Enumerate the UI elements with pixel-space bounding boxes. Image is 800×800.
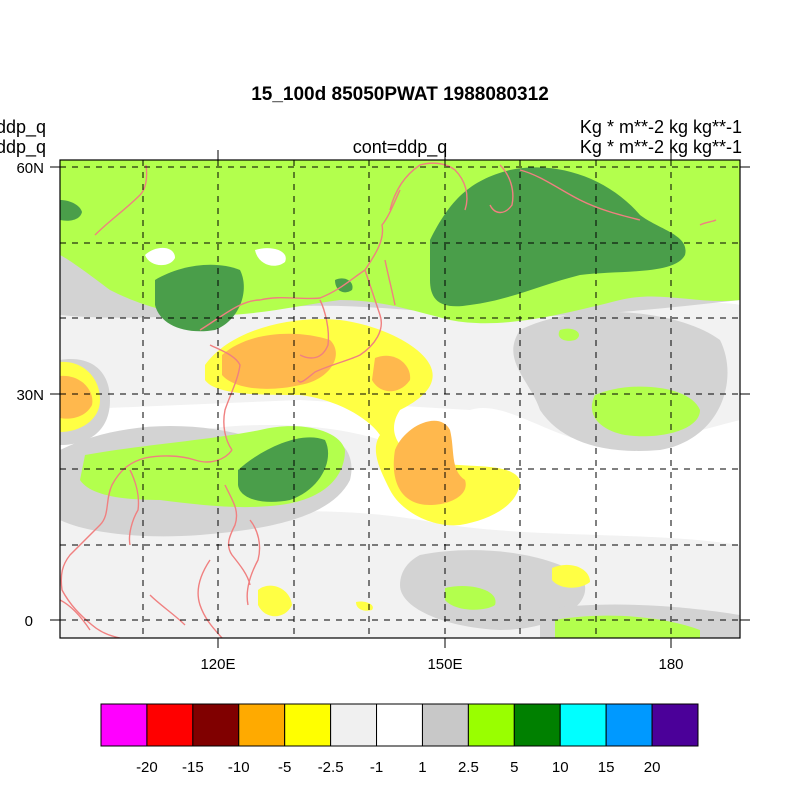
colorbar-label: 15 xyxy=(598,759,615,776)
colorbar-box xyxy=(146,703,194,747)
colorbar-box xyxy=(192,703,240,747)
colorbar-label: 20 xyxy=(644,759,661,776)
tick-marks xyxy=(50,150,750,648)
units-label: Kg * m**-2 kg kg**-1 xyxy=(579,117,742,137)
colorbar-label: -1 xyxy=(370,759,383,776)
colorbar-labels: -20 -15 -10 -5 -2.5 -1 1 2.5 5 10 15 20 xyxy=(136,759,660,776)
coastlines xyxy=(60,162,717,638)
left-variable-label-2: ddp_q xyxy=(0,137,47,157)
colorbar-box xyxy=(467,703,515,747)
left-variable-label: ddp_q xyxy=(0,117,47,137)
plot-frame xyxy=(59,159,741,639)
colorbar-label: 5 xyxy=(510,759,518,776)
field-dark-green xyxy=(60,167,686,502)
lat-label-60n: 60N xyxy=(16,160,44,177)
colorbar-box xyxy=(421,703,469,747)
units-label-2: Kg * m**-2 kg kg**-1 xyxy=(579,137,742,157)
colorbar-box xyxy=(651,703,699,747)
colorbar-boxes xyxy=(100,703,699,747)
colorbar-box xyxy=(513,703,561,747)
colorbar-box xyxy=(330,703,378,747)
colorbar-label: -2.5 xyxy=(318,759,344,776)
field-white xyxy=(145,247,286,266)
gridlines xyxy=(60,160,740,638)
lat-label-0: 0 xyxy=(25,613,33,630)
colorbar-label: 1 xyxy=(418,759,426,776)
colorbar-box xyxy=(100,703,148,747)
colorbar-label: -20 xyxy=(136,759,158,776)
field-orange xyxy=(60,333,466,505)
colorbar-box xyxy=(238,703,286,747)
lon-label-180: 180 xyxy=(658,656,683,673)
colorbar-box xyxy=(605,703,653,747)
contour-label: cont=ddp_q xyxy=(352,137,448,157)
colorbar-box xyxy=(284,703,332,747)
colorbar-box xyxy=(376,703,423,747)
colorbar-label: -5 xyxy=(278,759,291,776)
colorbar-box xyxy=(559,703,607,747)
colorbar-label: -10 xyxy=(228,759,250,776)
map-plot: 60N 30N 0 120E 150E 180 xyxy=(16,150,750,673)
colorbar-label: 10 xyxy=(552,759,569,776)
plot-title: 15_100d 85050PWAT 1988080312 xyxy=(251,84,549,105)
map-fields xyxy=(60,160,740,638)
lat-label-30n: 30N xyxy=(16,387,44,404)
lon-label-120e: 120E xyxy=(200,656,235,673)
colorbar-label: -15 xyxy=(182,759,204,776)
colorbar-label: 2.5 xyxy=(458,759,479,776)
lon-label-150e: 150E xyxy=(427,656,462,673)
